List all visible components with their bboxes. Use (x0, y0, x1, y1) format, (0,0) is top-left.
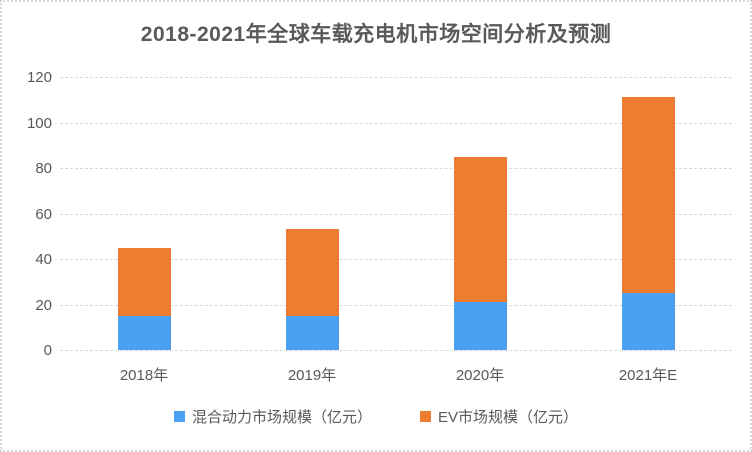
bar-group-2021年E (621, 97, 675, 350)
y-axis-tick-label: 80 (35, 160, 52, 177)
y-gridline (60, 122, 732, 124)
y-gridline (60, 350, 732, 351)
bar-segment-hybrid (453, 302, 507, 350)
y-axis-tick-label: 40 (35, 251, 52, 268)
x-axis-label: 2020年 (455, 367, 505, 384)
bar-segment-ev (285, 229, 339, 316)
legend: 混合动力市场规模（亿元） EV市场规模（亿元） (2, 406, 750, 427)
bar-segment-ev (621, 97, 675, 294)
y-axis-tick-label: 20 (35, 296, 52, 314)
y-gridline (60, 213, 732, 215)
y-axis-tick-label: 0 (43, 342, 52, 359)
legend-label: 混合动力市场规模（亿元） (191, 409, 372, 426)
y-axis-tick-label: 100 (26, 114, 52, 132)
bar-group-2020年 (453, 156, 507, 350)
legend-swatch-icon (173, 411, 185, 422)
bar-segment-hybrid (117, 315, 171, 350)
legend-label: EV市场规模（亿元） (438, 409, 579, 426)
bar-segment-ev (117, 247, 171, 316)
plot-area (60, 77, 732, 351)
legend-item-hybrid: 混合动力市场规模（亿元） (173, 406, 372, 427)
y-gridline (60, 77, 732, 78)
legend-swatch-icon (420, 411, 431, 422)
bar-group-2018年 (117, 247, 171, 350)
y-axis-tick-label: 120 (26, 69, 52, 86)
bar-segment-ev (453, 156, 507, 303)
y-gridline (60, 168, 732, 169)
bar-group-2019年 (285, 229, 339, 350)
x-axis-label: 2019年 (287, 367, 337, 384)
x-axis-label: 2021年E (618, 367, 678, 384)
y-gridline (60, 304, 732, 306)
legend-item-ev: EV市场规模（亿元） (420, 406, 578, 427)
chart-title: 2018-2021年全球车载充电机市场空间分析及预测 (140, 23, 612, 46)
y-gridline (60, 259, 732, 260)
x-axis-label: 2018年 (119, 367, 169, 384)
bar-segment-hybrid (621, 293, 675, 350)
bar-segment-hybrid (285, 315, 339, 350)
y-axis-tick-label: 60 (35, 205, 52, 223)
